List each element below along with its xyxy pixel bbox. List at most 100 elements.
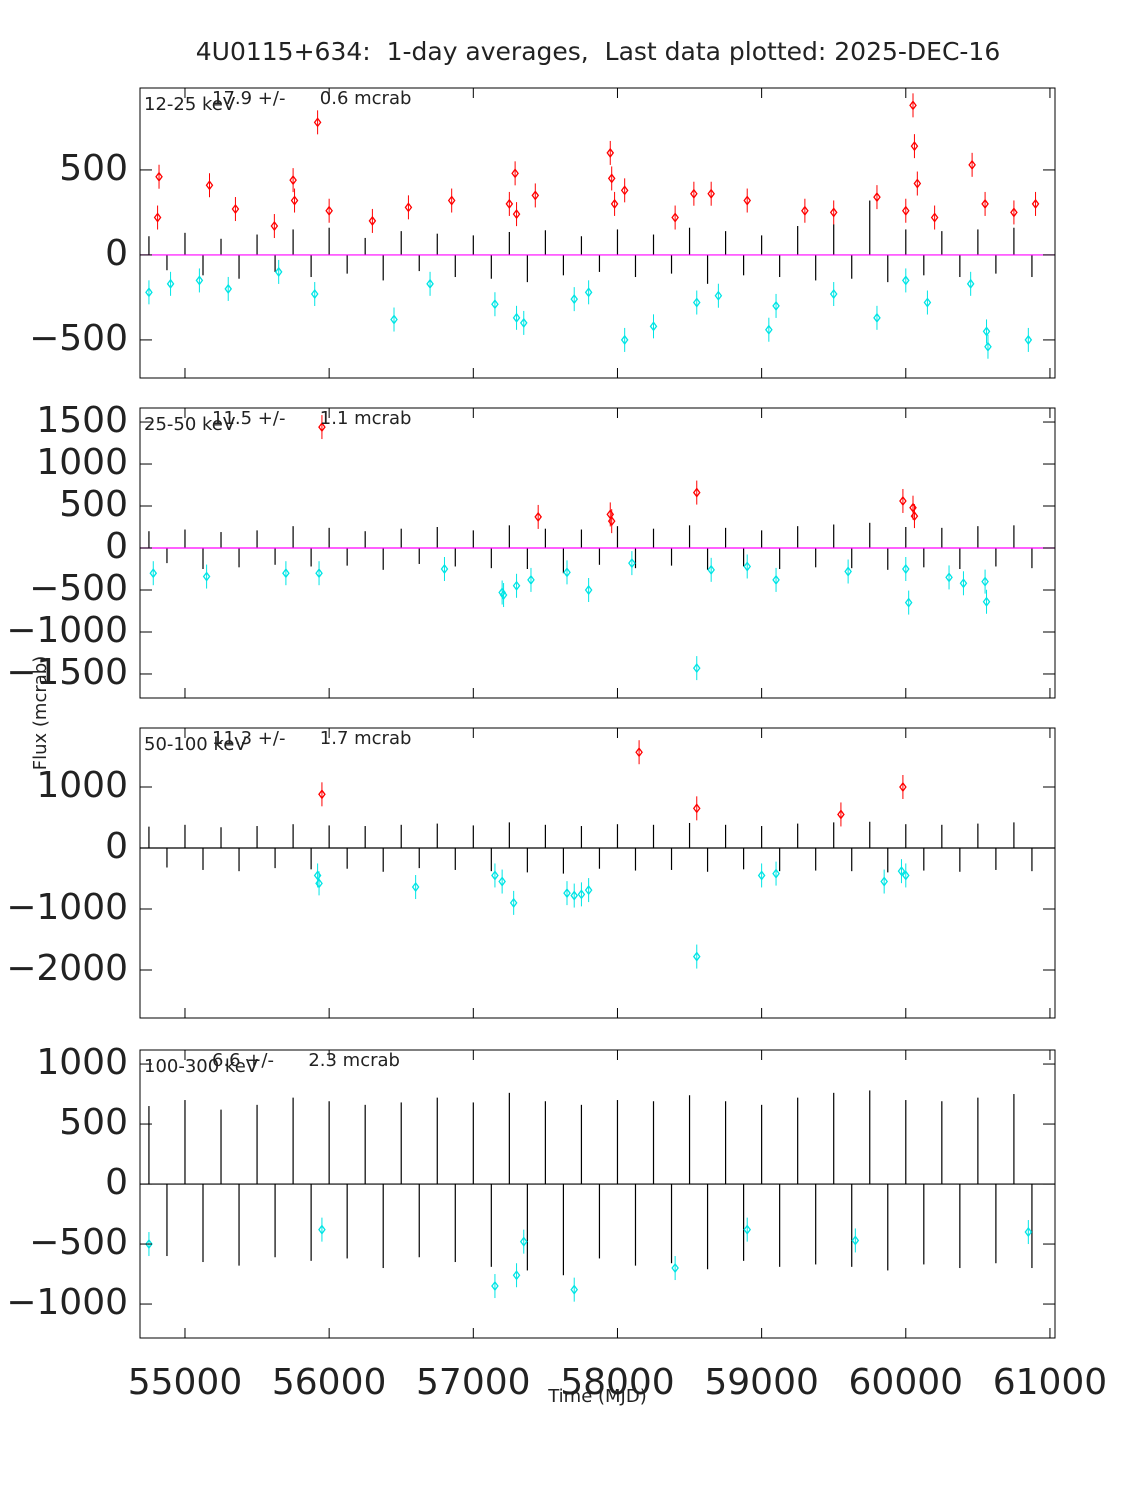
data-point — [930, 212, 939, 223]
data-point — [584, 584, 593, 596]
y-tick-label: 1000 — [36, 442, 128, 483]
x-axis-label: Time (MJD) — [547, 1386, 647, 1407]
panel-stat: 11.5 +/- 1.1 mcrab — [212, 408, 411, 429]
data-point — [231, 203, 240, 215]
panel-stat: 17.9 +/- 0.6 mcrab — [212, 88, 411, 109]
data-point — [966, 278, 975, 289]
data-point — [772, 574, 780, 586]
data-point — [153, 212, 162, 223]
data-point — [570, 1284, 579, 1295]
data-point — [692, 297, 701, 308]
data-point — [757, 870, 766, 881]
data-point — [851, 1235, 860, 1246]
data-point — [945, 572, 953, 583]
data-point — [404, 202, 413, 213]
plot-frame — [139, 727, 1056, 1019]
data-point — [899, 781, 907, 793]
x-tick-label: 61000 — [993, 1362, 1108, 1403]
x-tick-label: 56000 — [272, 1362, 387, 1403]
data-point — [607, 516, 616, 527]
x-tick-label: 55000 — [128, 1362, 243, 1403]
data-point — [155, 171, 163, 182]
data-point — [310, 288, 319, 300]
y-tick-label: 500 — [59, 148, 128, 189]
x-tick-label: 57000 — [416, 1362, 531, 1403]
data-point — [923, 297, 932, 308]
data-point — [1024, 334, 1033, 346]
data-point — [491, 299, 499, 310]
data-point — [195, 275, 204, 286]
data-point — [315, 568, 323, 579]
y-tick-label: −500 — [29, 568, 128, 609]
data-point — [491, 1280, 499, 1292]
y-tick-label: 500 — [59, 1102, 128, 1143]
data-point — [511, 168, 519, 179]
panel-stat: 6.6 +/- 2.3 mcrab — [212, 1050, 400, 1071]
y-tick-label: 500 — [59, 484, 128, 525]
data-point — [519, 1236, 528, 1247]
data-point — [901, 870, 910, 881]
data-point — [837, 809, 845, 820]
data-point — [959, 578, 968, 589]
data-point — [289, 175, 297, 186]
data-point — [981, 198, 989, 210]
y-tick-label: −1500 — [6, 652, 128, 693]
data-point — [512, 209, 521, 220]
data-point — [313, 117, 322, 128]
data-point — [606, 147, 615, 159]
data-point — [570, 294, 579, 305]
data-point — [984, 341, 992, 352]
data-point — [563, 888, 571, 899]
chart-title: 4U0115+634: 1-day averages, Last data pl… — [196, 37, 1000, 66]
data-point — [671, 1262, 679, 1274]
data-point — [692, 951, 701, 962]
data-point — [512, 1270, 521, 1281]
data-point — [318, 789, 326, 800]
data-point — [873, 312, 881, 323]
data-point — [707, 188, 715, 199]
data-point — [880, 876, 888, 887]
data-point — [426, 278, 434, 289]
data-point — [982, 326, 991, 337]
y-tick-label: −1000 — [6, 887, 128, 928]
y-tick-label: 0 — [105, 826, 128, 867]
data-point — [635, 747, 643, 758]
data-point — [224, 283, 233, 295]
data-point — [577, 889, 586, 900]
x-tick-label: 58000 — [560, 1362, 675, 1403]
data-point — [910, 511, 919, 522]
panel-label: 100-300 keV — [144, 1056, 259, 1077]
data-point — [390, 314, 398, 325]
data-point — [901, 563, 910, 575]
panel-label: 25-50 keV — [144, 414, 236, 435]
data-point — [844, 566, 852, 577]
data-point — [897, 866, 906, 877]
data-point — [368, 215, 377, 227]
data-point — [313, 870, 322, 881]
data-point — [166, 278, 175, 289]
panel-label: 50-100 keV — [144, 734, 247, 755]
data-point — [981, 576, 989, 587]
data-point — [145, 287, 153, 298]
data-point — [290, 195, 299, 206]
data-point — [649, 321, 658, 332]
data-point — [440, 563, 449, 575]
data-point — [743, 1224, 752, 1235]
data-point — [447, 195, 456, 206]
data-point — [563, 567, 571, 578]
data-point — [498, 876, 506, 887]
data-point — [584, 287, 593, 298]
data-point — [901, 205, 910, 216]
data-point — [531, 190, 540, 201]
data-point — [607, 173, 616, 184]
data-point — [714, 290, 723, 301]
data-point — [899, 495, 907, 507]
data-point — [205, 180, 214, 191]
data-point — [909, 100, 917, 111]
data-point — [620, 334, 629, 346]
plot-frame — [139, 1049, 1056, 1339]
y-tick-label: −500 — [29, 1222, 128, 1263]
y-tick-label: −1000 — [6, 1282, 128, 1323]
data-point — [707, 564, 715, 575]
